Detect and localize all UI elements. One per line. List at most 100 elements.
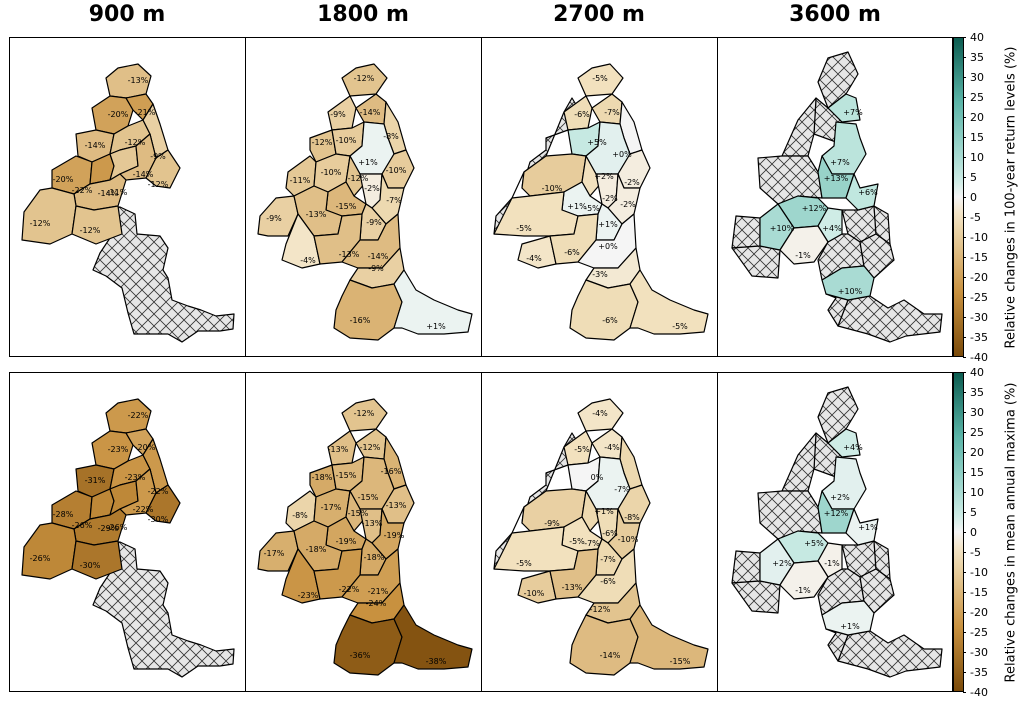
region-value-label: -2%	[364, 184, 380, 193]
map-region	[327, 430, 357, 466]
map-region	[145, 149, 181, 189]
region-value-label: -23%	[298, 591, 319, 600]
map-panel-return-levels-900m: -13% -20% -21% -14% -12% -9% -20% -22% -11% -14% -…	[9, 37, 246, 357]
region-value-label: -7%	[604, 108, 620, 117]
region-value-label: -6%	[600, 577, 616, 586]
map-mean-maxima-1800m: -12%-13% -12%-18% -15% -16%-15%-13%-8%-17%-…	[257, 398, 473, 676]
region-value-label: -14%	[85, 141, 106, 150]
region-value-label: -7%	[386, 196, 402, 205]
region-value-label: +1%	[840, 622, 860, 631]
region-value-label: -7%	[600, 555, 616, 564]
region-value-label: +4%	[843, 443, 863, 452]
map-region	[845, 508, 879, 546]
map-return-levels-900m: -13%-20% -21%-14% -12%-9%-20%-22% -11%-14%-…	[21, 63, 235, 343]
region-value-label: -19%	[336, 537, 357, 546]
map-panel-return-levels-1800m: -12% -9% -14% -12% -10% -8% +1% -10% -11% -10% -12…	[245, 37, 482, 357]
map-return-levels-2700m: -5%-6% -7%+5%+0%+2%-2%-10%-5%+1%-2%-5%-2%…	[493, 63, 709, 341]
region-value-label: +13%	[824, 174, 849, 183]
region-value-label: -16%	[350, 316, 371, 325]
map-panel-return-levels-3600m: +7% +7% +13% +6% +12% +10% +4% -1% +10%	[717, 37, 953, 357]
map-region	[517, 235, 557, 269]
region-value-label: +7%	[830, 158, 850, 167]
region-value-label: -2%	[602, 194, 618, 203]
region-value-label: -2%	[624, 178, 640, 187]
region-value-label: -13%	[562, 583, 583, 592]
region-value-label: -31%	[85, 476, 106, 485]
colorbar-tick-label: -35	[963, 332, 988, 343]
colorbar-tick-label: -25	[963, 627, 988, 638]
region-value-label: -1%	[795, 586, 811, 595]
no-data-region	[837, 630, 943, 678]
region-value-label: -5%	[574, 445, 590, 454]
region-value-label: +1%	[598, 220, 618, 229]
region-value-label: -22%	[128, 411, 149, 420]
region-value-label: -13%	[128, 76, 149, 85]
no-data-region	[837, 295, 943, 343]
region-value-label: -14%	[368, 252, 389, 261]
region-value-label: -5%	[569, 537, 585, 546]
region-value-label: -29%	[98, 524, 119, 533]
region-value-label: -12%	[125, 138, 146, 147]
map-region	[21, 522, 77, 580]
no-data-region	[92, 206, 235, 343]
region-value-label: -10%	[618, 535, 639, 544]
region-value-label: -2%	[620, 200, 636, 209]
map-region	[119, 468, 157, 516]
column-title-900m: 900 m	[88, 2, 166, 27]
region-value-label: -19%	[384, 531, 405, 540]
colorbar-tick-label: -15	[963, 587, 988, 598]
region-value-label: +2%	[594, 172, 614, 181]
region-value-label: -7%	[584, 539, 600, 548]
region-value-label: +1%	[594, 507, 614, 516]
region-value-label: -4%	[592, 409, 608, 418]
no-data-region	[92, 541, 235, 678]
region-value-label: -23%	[125, 473, 146, 482]
region-value-label: -21%	[368, 587, 389, 596]
region-value-label: -36%	[350, 651, 371, 660]
no-data-region	[731, 215, 761, 249]
region-value-label: -20%	[108, 110, 129, 119]
region-value-label: -15%	[336, 471, 357, 480]
region-value-label: -12%	[360, 443, 381, 452]
colorbar-tick-label: -30	[963, 312, 988, 323]
column-title-3600m: 3600 m	[789, 2, 881, 27]
map-return-levels-3600m: +7% +7% +13% +6% +12% +10% +4% -1% +10%	[731, 51, 943, 343]
region-value-label: +10%	[838, 287, 863, 296]
region-value-label: -14%	[600, 651, 621, 660]
colorbar-label-return-levels: Relative changes in 100-year return leve…	[1003, 46, 1019, 349]
no-data-region	[731, 550, 761, 584]
region-value-label: -22%	[133, 505, 154, 514]
region-value-label: -12%	[590, 605, 611, 614]
colorbar-tick-label: 40	[963, 32, 984, 43]
colorbar-tick-label: -25	[963, 292, 988, 303]
map-region	[563, 430, 593, 466]
map-mean-maxima-3600m: +4% +2% +12% +1% +5% +2% -1% -1% +1%	[731, 386, 943, 678]
map-region	[629, 269, 709, 335]
region-value-label: +0%	[598, 242, 618, 251]
region-value-label: -12%	[348, 174, 369, 183]
region-value-label: -4%	[604, 443, 620, 452]
region-value-label: -20%	[53, 175, 74, 184]
region-value-label: -8%	[383, 132, 399, 141]
region-value-label: -10%	[321, 168, 342, 177]
region-value-label: -26%	[72, 521, 93, 530]
no-data-region	[731, 580, 781, 614]
region-value-label: -14%	[133, 170, 154, 179]
region-value-label: -9%	[544, 519, 560, 528]
region-value-label: -22%	[339, 585, 360, 594]
region-value-label: -9%	[330, 110, 346, 119]
region-value-label: -13%	[386, 501, 407, 510]
map-mean-maxima-900m: -22%-23% -20%-31% -23%-22%-28%-26% -26%-22%…	[21, 398, 235, 678]
map-region	[821, 265, 875, 301]
region-value-label: -6%	[602, 529, 618, 538]
colorbar-tick-label: 15	[963, 132, 984, 143]
region-value-label: -10%	[386, 166, 407, 175]
region-value-label: -15%	[670, 657, 691, 666]
region-value-label: +4%	[822, 224, 842, 233]
column-title-1800m: 1800 m	[317, 2, 409, 27]
region-value-label: -11%	[290, 176, 311, 185]
colorbar-tick-label: -10	[963, 567, 988, 578]
region-value-label: -15%	[336, 202, 357, 211]
colorbar-tick-label: 30	[963, 72, 984, 83]
region-value-label: -21%	[135, 108, 156, 117]
